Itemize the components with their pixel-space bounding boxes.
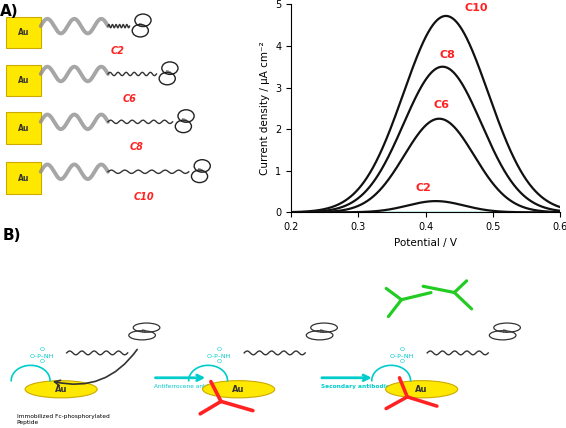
Text: O: O [400, 347, 405, 352]
Text: O: O [39, 347, 44, 352]
Text: Fe: Fe [319, 329, 324, 333]
Text: Fe: Fe [166, 71, 171, 75]
Text: A): A) [0, 4, 19, 19]
Y-axis label: Current density / μA cm⁻²: Current density / μA cm⁻² [260, 42, 269, 175]
Text: O: O [400, 360, 405, 364]
Text: Fe: Fe [139, 23, 145, 27]
Text: C10: C10 [134, 192, 155, 202]
Text: Au: Au [55, 385, 67, 394]
Text: C8: C8 [130, 142, 144, 152]
FancyBboxPatch shape [6, 17, 41, 48]
Ellipse shape [25, 380, 97, 398]
Text: Au: Au [18, 124, 29, 133]
Text: C10: C10 [465, 3, 488, 12]
Text: Secondary antibodies: Secondary antibodies [321, 384, 393, 389]
Text: Antiferrocene antibodies: Antiferrocene antibodies [155, 384, 227, 389]
Text: C6: C6 [434, 100, 450, 110]
Text: B): B) [3, 229, 22, 244]
FancyBboxPatch shape [6, 65, 41, 96]
Text: Immobilized Fc-phosphorylated
Peptide: Immobilized Fc-phosphorylated Peptide [17, 414, 109, 425]
FancyBboxPatch shape [6, 113, 41, 144]
Text: Au: Au [18, 28, 29, 37]
Text: C2: C2 [415, 183, 431, 193]
Text: C6: C6 [123, 94, 137, 104]
Text: O–P–NH: O–P–NH [390, 354, 414, 359]
FancyBboxPatch shape [6, 162, 41, 193]
Text: Au: Au [18, 173, 29, 182]
X-axis label: Potential / V: Potential / V [394, 238, 457, 248]
Text: Fe: Fe [502, 329, 508, 333]
Text: O–P–NH: O–P–NH [207, 354, 231, 359]
Text: O: O [217, 360, 222, 364]
Text: O: O [39, 360, 44, 364]
Text: C8: C8 [439, 50, 455, 59]
Ellipse shape [385, 380, 458, 398]
Text: O: O [217, 347, 222, 352]
Text: Au: Au [18, 76, 29, 85]
Text: Au: Au [415, 385, 428, 394]
Text: C2: C2 [111, 46, 125, 56]
Text: O–P–NH: O–P–NH [29, 354, 54, 359]
Text: Fe: Fe [198, 168, 204, 173]
Text: Fe: Fe [182, 118, 188, 123]
Text: Fe: Fe [142, 329, 147, 333]
Text: Au: Au [233, 385, 245, 394]
Ellipse shape [203, 380, 275, 398]
